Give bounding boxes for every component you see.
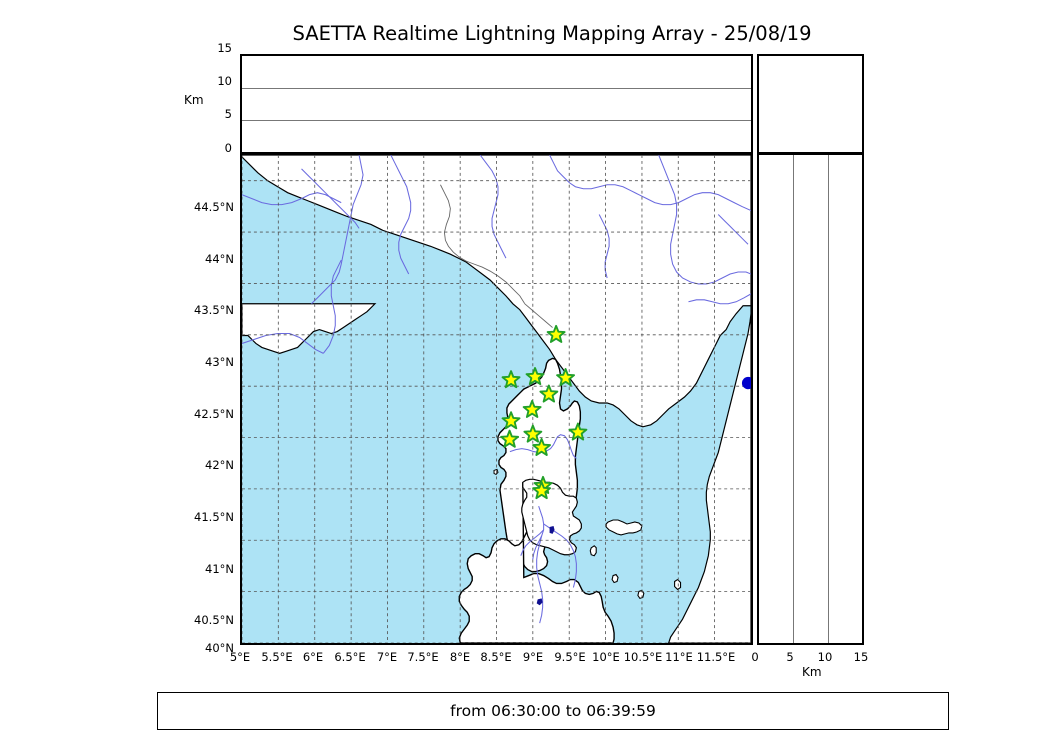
top-ytick-10: 10 — [217, 74, 232, 88]
map-graphic — [242, 155, 751, 643]
map-ytick-42-5: 42.5°N — [194, 407, 234, 421]
map-ytick-41: 41°N — [205, 562, 234, 576]
lma-station-star — [525, 367, 545, 386]
map-ytick-43-5: 43.5°N — [194, 303, 234, 317]
map-xtick-8-5: 8.5°E — [480, 650, 512, 664]
map-ytick-44-5: 44.5°N — [194, 200, 234, 214]
right-xtick-0: 0 — [751, 650, 759, 664]
map-ytick-42: 42°N — [205, 458, 234, 472]
map-ytick-40-5: 40.5°N — [194, 613, 234, 627]
map-xtick-9-5: 9.5°E — [554, 650, 586, 664]
top-ytick-15: 15 — [217, 41, 232, 55]
lma-station-star — [568, 422, 588, 441]
right-xtick-10: 10 — [817, 650, 833, 664]
lma-station-star — [546, 324, 566, 343]
vhf-source-dot — [741, 376, 751, 390]
mainland-europe-land — [242, 155, 751, 428]
lma-station-star — [532, 437, 552, 456]
rivers — [242, 155, 751, 624]
map-ytick-44: 44°N — [205, 252, 234, 266]
map-xtick-10: 10°E — [592, 650, 620, 664]
lakes — [536, 525, 555, 606]
lma-station-star — [501, 411, 521, 430]
tuscan-coast-land — [668, 305, 751, 643]
lma-station-star — [556, 368, 576, 387]
map-xtick-11: 11°E — [665, 650, 693, 664]
map-xtick-5-5: 5.5°E — [261, 650, 293, 664]
map-ytick-40: 40°N — [205, 641, 234, 655]
right-xtick-5: 5 — [786, 650, 794, 664]
gridline-y-5 — [242, 119, 751, 121]
panel-altitude-vs-latitude — [757, 153, 864, 645]
map-ytick-43: 43°N — [205, 355, 234, 369]
map-xtick-6: 6°E — [302, 650, 324, 664]
map-gridlines — [242, 155, 751, 643]
lma-station-star — [500, 429, 520, 448]
map-xtick-5: 5°E — [229, 650, 251, 664]
top-panel-ylabel: Km — [184, 93, 204, 107]
top-ytick-0: 0 — [224, 141, 232, 155]
map-xtick-7-5: 7.5°E — [407, 650, 439, 664]
map-xtick-8: 8°E — [449, 650, 471, 664]
elba-island — [605, 519, 643, 536]
lma-station-star — [523, 424, 543, 443]
status-bar-text: from 06:30:00 to 06:39:59 — [450, 702, 656, 720]
map-xtick-10-5: 10.5°E — [623, 650, 663, 664]
panel-altitude-vs-longitude — [240, 54, 753, 154]
lma-station-star — [532, 481, 552, 500]
map-xtick-7: 7°E — [376, 650, 398, 664]
map-xtick-9: 9°E — [522, 650, 544, 664]
vhf-source-markers — [741, 376, 751, 390]
landmasses — [242, 155, 751, 643]
map-xtick-11-5: 11.5°E — [696, 650, 736, 664]
right-xtick-15: 15 — [853, 650, 869, 664]
lma-station-star — [522, 399, 542, 418]
provence-coast-land — [242, 303, 377, 355]
pianosa-island — [611, 573, 619, 584]
panel-map[interactable] — [240, 153, 753, 645]
capraia-island — [589, 545, 597, 557]
status-bar: from 06:30:00 to 06:39:59 — [157, 692, 949, 730]
top-ytick-5: 5 — [224, 107, 232, 121]
lma-station-star — [501, 370, 521, 389]
panel-blank-corner — [757, 54, 864, 154]
lma-station-star — [539, 384, 559, 403]
map-ytick-41-5: 41.5°N — [194, 510, 234, 524]
small-island-west — [493, 468, 499, 475]
map-xtick-6-5: 6.5°E — [334, 650, 366, 664]
gridline-y-10 — [242, 87, 751, 89]
giglio-island — [674, 578, 682, 591]
page-title: SAETTA Realtime Lightning Mapping Array … — [292, 22, 812, 45]
right-panel-xlabel: Km — [802, 665, 822, 679]
gridline-x-10 — [827, 155, 829, 643]
administrative-borders — [440, 184, 553, 328]
gridline-x-5 — [793, 155, 795, 643]
lma-station-markers — [500, 324, 588, 500]
